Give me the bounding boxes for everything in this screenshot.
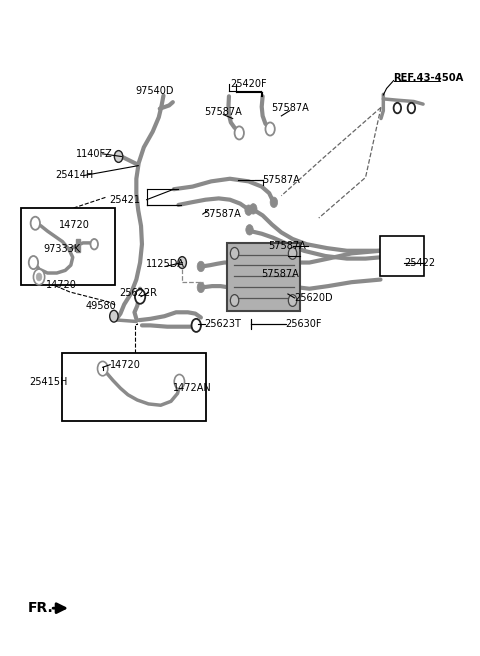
Bar — [21, 207, 115, 285]
Text: FR.: FR. — [28, 601, 54, 615]
Circle shape — [197, 261, 204, 272]
Circle shape — [235, 127, 244, 140]
Text: REF.43-450A: REF.43-450A — [394, 73, 464, 83]
Text: 25415H: 25415H — [29, 377, 67, 386]
Circle shape — [246, 224, 253, 235]
Circle shape — [288, 295, 297, 306]
Circle shape — [91, 239, 98, 249]
Circle shape — [408, 103, 415, 113]
Text: 97333K: 97333K — [43, 245, 80, 255]
Text: 57587A: 57587A — [262, 175, 300, 185]
Text: 25620D: 25620D — [294, 293, 333, 303]
Circle shape — [197, 282, 204, 293]
Polygon shape — [75, 239, 80, 252]
Text: 25622R: 25622R — [119, 287, 157, 298]
Text: 57587A: 57587A — [203, 209, 240, 219]
Text: 57587A: 57587A — [268, 241, 306, 251]
Text: 25630F: 25630F — [285, 319, 322, 329]
Text: 57587A: 57587A — [271, 103, 309, 113]
Circle shape — [110, 310, 118, 322]
Text: 25422: 25422 — [404, 258, 435, 268]
FancyBboxPatch shape — [227, 243, 300, 311]
Bar — [380, 236, 424, 276]
Text: 25420F: 25420F — [230, 79, 267, 89]
Circle shape — [394, 103, 401, 113]
Text: 14720: 14720 — [46, 280, 77, 290]
Circle shape — [31, 216, 40, 230]
Circle shape — [36, 273, 42, 281]
Text: 57587A: 57587A — [262, 270, 299, 279]
Bar — [61, 353, 205, 421]
Text: 25623T: 25623T — [204, 319, 241, 329]
Text: 49580: 49580 — [86, 300, 117, 311]
Text: 1472AN: 1472AN — [173, 383, 212, 393]
Circle shape — [230, 247, 239, 259]
Circle shape — [250, 203, 257, 214]
Circle shape — [245, 205, 252, 215]
Circle shape — [174, 375, 184, 389]
Circle shape — [230, 295, 239, 306]
Text: 97540D: 97540D — [136, 86, 174, 96]
Circle shape — [135, 289, 145, 304]
Text: 25414H: 25414H — [56, 171, 94, 180]
Circle shape — [34, 269, 45, 285]
Circle shape — [265, 123, 275, 136]
Text: 57587A: 57587A — [204, 107, 242, 117]
Text: 25421: 25421 — [109, 195, 140, 205]
Circle shape — [114, 151, 123, 163]
Circle shape — [192, 319, 201, 332]
Circle shape — [270, 197, 277, 207]
Text: 14720: 14720 — [110, 359, 141, 370]
Text: 1140FZ: 1140FZ — [76, 149, 113, 159]
Circle shape — [178, 256, 186, 268]
Circle shape — [97, 361, 108, 376]
Text: 14720: 14720 — [59, 220, 90, 230]
Text: 1125DA: 1125DA — [146, 259, 185, 269]
Circle shape — [288, 247, 297, 259]
Circle shape — [29, 256, 38, 269]
